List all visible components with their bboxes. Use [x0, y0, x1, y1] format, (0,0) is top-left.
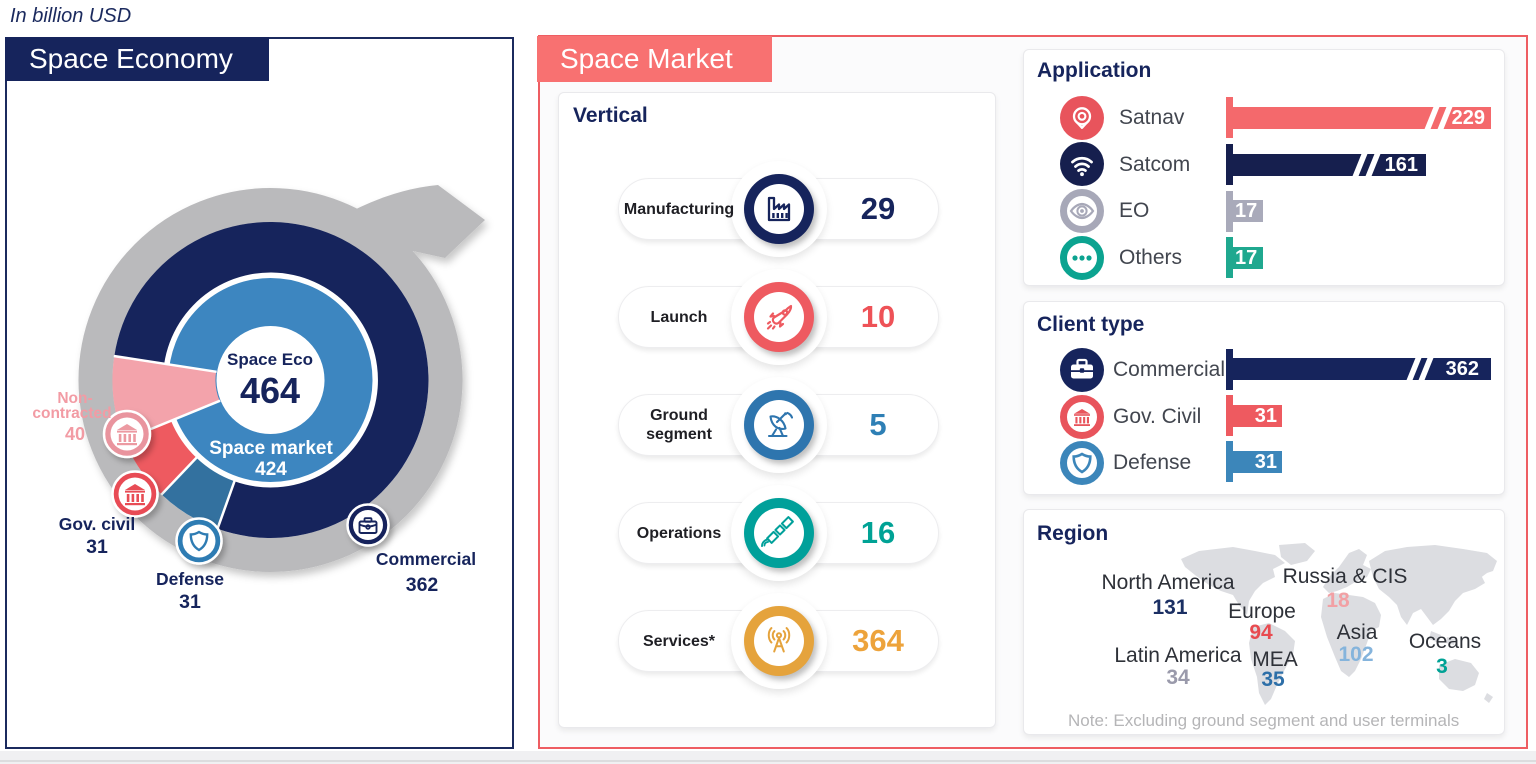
- svg-text:Space market: Space market: [209, 438, 333, 459]
- svg-text:Space Eco: Space Eco: [227, 350, 313, 369]
- svg-text:31: 31: [86, 536, 108, 558]
- svg-text:464: 464: [240, 370, 300, 411]
- svg-text:Defense: Defense: [156, 569, 224, 589]
- svg-text:contracted: contracted: [32, 405, 111, 422]
- svg-text:362: 362: [406, 574, 439, 596]
- svg-text:Non-: Non-: [57, 390, 92, 407]
- svg-text:424: 424: [255, 459, 287, 480]
- svg-text:Gov. civil: Gov. civil: [59, 514, 136, 534]
- svg-text:Commercial: Commercial: [376, 549, 476, 569]
- svg-text:31: 31: [179, 591, 201, 613]
- svg-text:40: 40: [65, 424, 85, 444]
